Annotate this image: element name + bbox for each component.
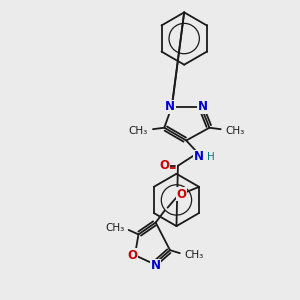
Text: N: N [165, 100, 175, 113]
Text: N: N [198, 100, 208, 113]
Text: CH₃: CH₃ [129, 126, 148, 136]
Text: N: N [150, 259, 161, 272]
Text: CH₃: CH₃ [105, 223, 124, 233]
Text: O: O [160, 159, 170, 172]
Text: H: H [207, 152, 215, 162]
Text: O: O [177, 188, 187, 201]
Text: N: N [194, 150, 204, 163]
Text: CH₃: CH₃ [226, 126, 245, 136]
Text: CH₃: CH₃ [184, 250, 203, 260]
Text: O: O [128, 249, 137, 262]
